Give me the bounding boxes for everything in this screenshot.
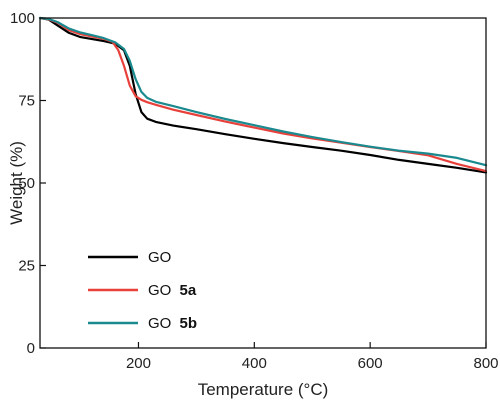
x-tick-label: 600 <box>358 355 383 372</box>
x-tick-label: 800 <box>473 355 498 372</box>
legend-label-0: GO <box>148 249 171 266</box>
y-axis-title: Weight (%) <box>7 141 26 225</box>
x-axis-title: Temperature (°C) <box>198 380 329 399</box>
x-tick-label: 200 <box>126 355 151 372</box>
x-tick-label: 400 <box>242 355 267 372</box>
legend-label-1: GO 5a <box>148 282 197 299</box>
series-line-0 <box>38 16 488 174</box>
y-tick-label: 50 <box>18 175 35 192</box>
axis-layer: 200 400 600 800 0 25 50 75 100 <box>10 10 499 372</box>
series-line-2 <box>38 16 488 167</box>
y-tick-label: 75 <box>18 93 35 110</box>
legend-label-text: GO <box>148 249 171 266</box>
legend-label-text: GO <box>148 315 176 332</box>
series-layer <box>38 16 488 174</box>
legend-label-2: GO 5b <box>148 315 197 332</box>
series-line-1 <box>38 16 488 173</box>
y-tick-label: 0 <box>27 340 35 357</box>
legend-label-bold: 5b <box>180 315 198 332</box>
plot-frame <box>39 17 487 349</box>
legend-label-bold: 5a <box>180 282 197 299</box>
legend-label-text: GO <box>148 282 176 299</box>
y-tick-label: 100 <box>10 10 35 27</box>
y-tick-label: 25 <box>18 258 35 275</box>
